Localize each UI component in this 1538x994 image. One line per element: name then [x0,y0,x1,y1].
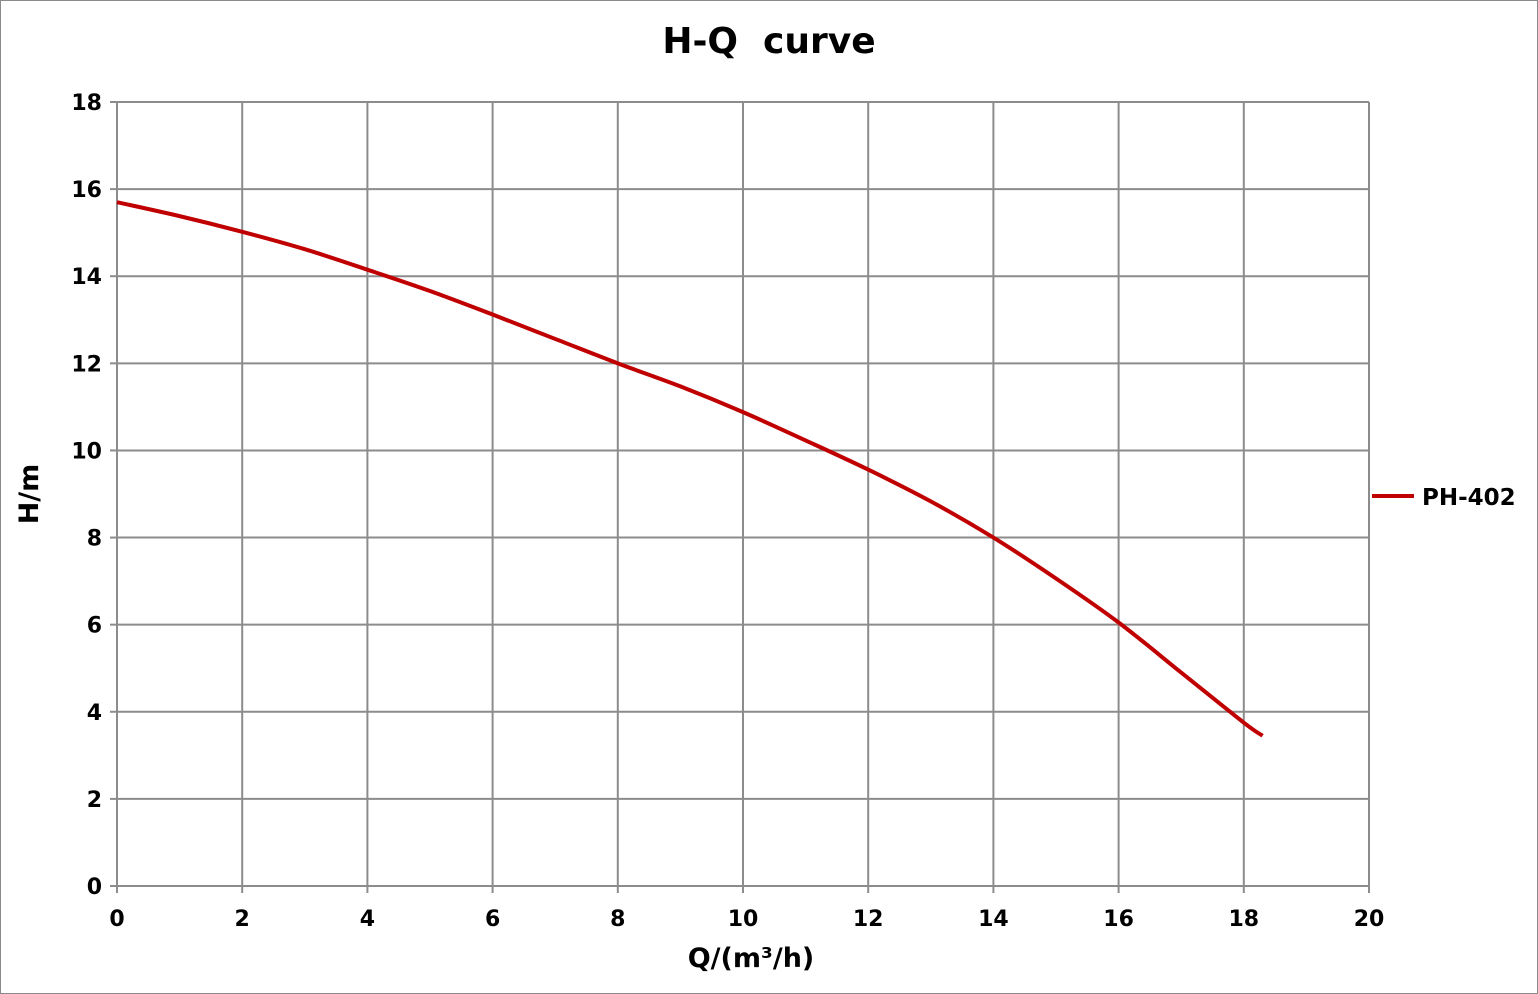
y-tick-label: 14 [71,265,102,290]
y-tick-label: 18 [71,91,102,116]
y-tick-label: 16 [71,178,102,203]
x-tick-label: 0 [109,907,124,932]
label-layer: H-Q curve Q/(m³/h) H/m 0 2 4 6 8 10 12 14 16 18 20… [14,21,1384,974]
x-tick-label: 8 [610,907,625,932]
x-axis-title: Q/(m³/h) [688,943,815,974]
x-tick-label: 14 [978,907,1009,932]
y-tick-label: 0 [87,875,102,900]
y-axis-title: H/m [14,464,45,525]
legend: PH-402 [1372,485,1516,511]
x-tick-label: 20 [1354,907,1385,932]
x-tick-label: 16 [1103,907,1134,932]
y-tick-label: 10 [71,439,102,464]
grid-layer [116,101,1370,887]
series-layer [116,200,1264,738]
legend-label: PH-402 [1422,485,1516,511]
x-tick-label: 2 [235,907,250,932]
y-tick-label: 8 [87,527,102,552]
x-tick-label: 6 [485,907,500,932]
series-line [116,200,1264,738]
y-tick-label: 2 [87,788,102,813]
axis-layer [110,101,1370,893]
y-tick-label: 6 [87,614,102,639]
x-tick-label: 18 [1228,907,1259,932]
x-tick-label: 10 [728,907,759,932]
y-tick-label: 4 [87,701,102,726]
x-tick-label: 12 [853,907,884,932]
x-tick-label: 4 [360,907,375,932]
chart-title: H-Q curve [662,21,875,62]
y-tick-label: 12 [71,352,102,377]
